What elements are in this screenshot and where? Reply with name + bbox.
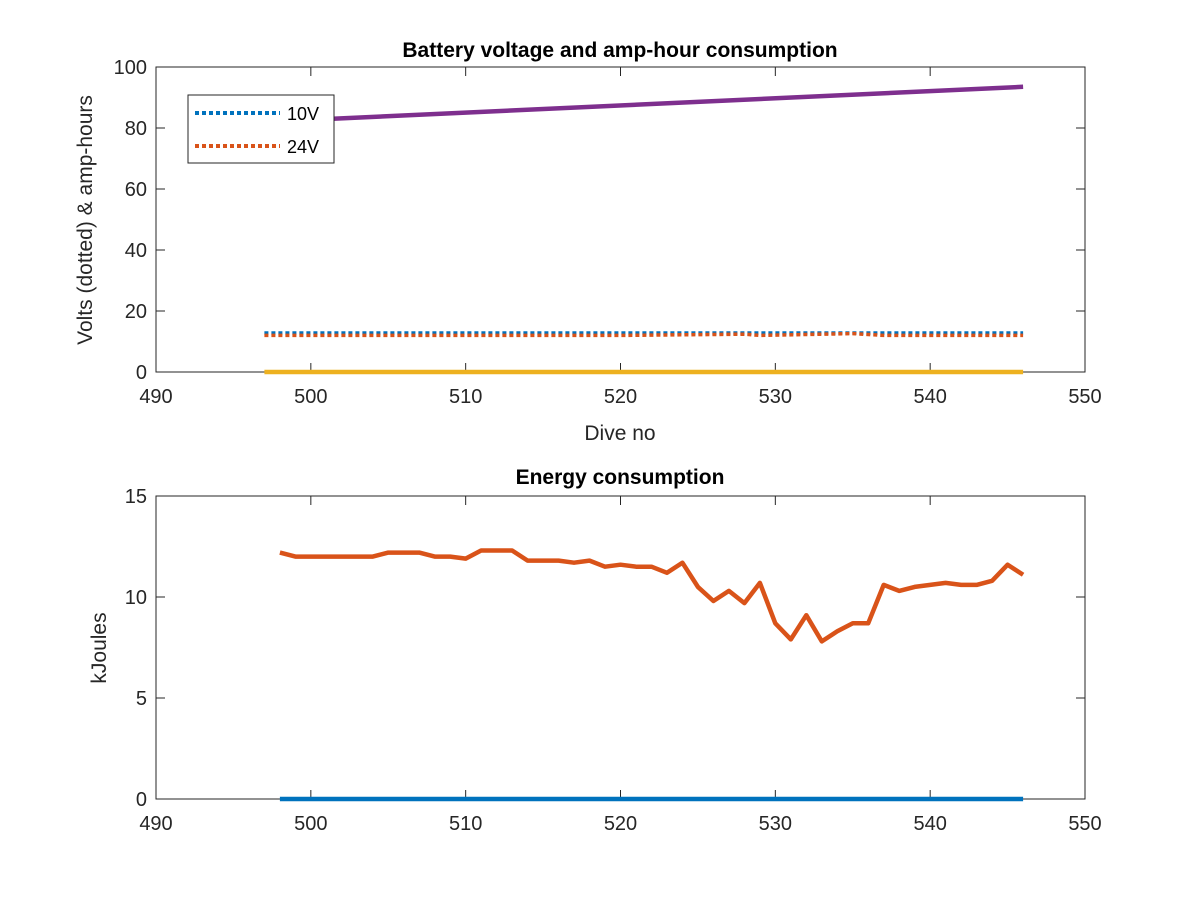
x-tick-label: 540 (913, 813, 946, 835)
x-tick-label: 520 (604, 813, 637, 835)
y-tick-label: 0 (136, 789, 147, 811)
x-tick-label: 530 (759, 386, 792, 408)
y-tick-label: 40 (125, 240, 147, 262)
x-axis-label: Dive no (584, 422, 655, 445)
legend: 10V 24V (187, 94, 335, 164)
chart-title: Battery voltage and amp-hour consumption (402, 39, 837, 62)
series-line-2 (264, 84, 1024, 125)
y-tick-label: 5 (136, 688, 147, 710)
series-line-0 (279, 548, 1025, 644)
x-tick-label: 490 (139, 813, 172, 835)
y-tick-label: 10 (125, 587, 147, 609)
legend-label: 10V (287, 104, 319, 124)
y-tick-label: 80 (125, 118, 147, 140)
y-tick-label: 100 (114, 57, 147, 79)
series-line-1 (264, 331, 1024, 338)
x-tick-label: 530 (759, 813, 792, 835)
x-tick-label: 520 (604, 386, 637, 408)
y-tick-label: 0 (136, 362, 147, 384)
x-tick-label: 510 (449, 813, 482, 835)
plot-energy-consumption: Energy consumption kJoules 490 500 510 520 5… (88, 466, 1102, 835)
x-tick-label: 500 (294, 386, 327, 408)
x-tick-label: 550 (1068, 813, 1101, 835)
y-tick-label: 15 (125, 486, 147, 508)
legend-label: 24V (287, 137, 319, 157)
y-axis-label: kJoules (88, 612, 111, 683)
x-tick-label: 490 (139, 386, 172, 408)
x-tick-label: 510 (449, 386, 482, 408)
chart-title: Energy consumption (516, 466, 725, 489)
y-tick-label: 60 (125, 179, 147, 201)
y-tick-label: 20 (125, 301, 147, 323)
axes-box (155, 495, 1086, 800)
x-tick-label: 500 (294, 813, 327, 835)
y-axis-label: Volts (dotted) & amp-hours (74, 95, 97, 345)
legend-box (187, 94, 335, 164)
plot-battery-voltage: Battery voltage and amp-hour consumption… (74, 39, 1102, 445)
x-tick-label: 550 (1068, 386, 1101, 408)
x-tick-label: 540 (913, 386, 946, 408)
